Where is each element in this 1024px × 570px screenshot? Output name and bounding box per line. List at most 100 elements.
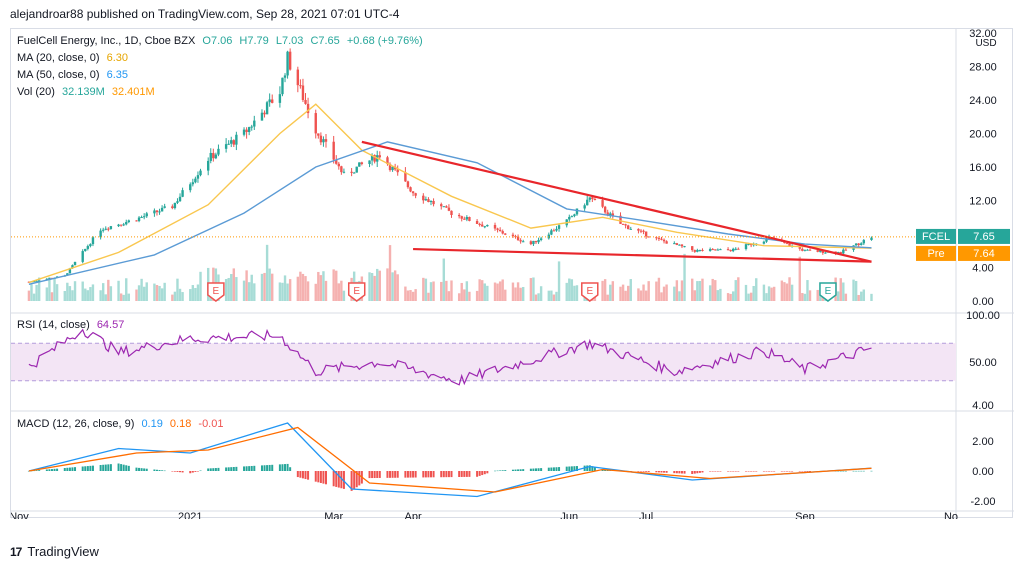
macd-histogram-bar: [179, 471, 182, 473]
candle-body: [340, 166, 343, 173]
published-line: alejandroar88 published on TradingView.c…: [10, 7, 400, 21]
candle-body: [714, 249, 717, 251]
candle-body: [698, 249, 702, 251]
volume-bar: [639, 290, 643, 301]
macd-histogram-bar: [716, 471, 719, 472]
candle-body: [158, 211, 161, 213]
macd-histogram-bar: [785, 471, 788, 472]
candle-body: [611, 213, 615, 216]
volume-bar: [432, 281, 435, 301]
candle-body: [232, 140, 236, 145]
macd-histogram-bar: [768, 471, 771, 472]
change-value: +0.68 (+9.76%): [346, 35, 423, 47]
volume-bar: [603, 279, 607, 301]
candle-body: [729, 249, 732, 252]
macd-histogram-bar: [445, 471, 448, 478]
candle-body: [816, 250, 819, 252]
volume-bar: [235, 277, 238, 301]
volume-bar: [71, 290, 74, 301]
macd-histogram-bar: [788, 471, 791, 472]
volume-bar: [125, 278, 128, 301]
earnings-label: E: [213, 286, 220, 297]
rsi-pane: [11, 328, 956, 386]
volume-bar: [391, 272, 394, 301]
macd-histogram-bar: [663, 471, 666, 473]
volume-bar: [283, 275, 287, 301]
volume-bar: [772, 286, 776, 301]
volume-bar: [719, 288, 722, 301]
macd-histogram-bar: [709, 471, 712, 472]
macd-histogram-bar: [278, 464, 281, 471]
candle-body: [629, 228, 632, 230]
candle-body: [378, 155, 381, 158]
macd-histogram-bar: [478, 471, 481, 476]
candle-body: [342, 171, 346, 173]
volume-bar: [737, 277, 740, 301]
macd-histogram-bar: [138, 467, 141, 471]
volume-bar: [806, 280, 809, 301]
volume-bar: [278, 282, 282, 301]
candle-body: [557, 225, 561, 229]
volume-bar: [516, 282, 520, 301]
volume-legend: Vol (20) 32.139M 32.401M: [17, 86, 159, 98]
macd-histogram-bar: [481, 471, 484, 476]
candle-body: [516, 236, 520, 241]
macd-histogram-bar: [732, 471, 735, 472]
candle-body: [603, 206, 607, 213]
candle-body: [230, 140, 233, 144]
candle-body: [265, 102, 269, 115]
macd-histogram-bar: [281, 464, 284, 471]
volume-bar: [245, 270, 248, 301]
volume-bar: [68, 286, 72, 301]
candle-body: [655, 237, 658, 239]
macd-histogram-bar: [120, 464, 123, 471]
macd-histogram-bar: [284, 464, 287, 471]
macd-histogram-bar: [99, 465, 102, 471]
candle-body: [468, 216, 471, 221]
candle-body: [801, 248, 804, 251]
last-symbol-badge: [916, 228, 956, 244]
candle-body: [358, 162, 361, 167]
volume-bar: [747, 293, 750, 301]
macd-histogram-bar: [104, 464, 107, 471]
candle-body: [662, 239, 666, 242]
macd-histogram-bar: [568, 466, 571, 471]
macd-histogram-bar: [91, 465, 94, 471]
macd-histogram-bar: [430, 471, 432, 478]
trendline-lower: [413, 247, 872, 263]
macd-histogram-bar: [143, 468, 146, 471]
candle-body: [173, 202, 177, 209]
candle-body: [744, 244, 748, 250]
volume-bar: [171, 294, 174, 301]
volume-bar: [798, 256, 801, 301]
volume-bar: [178, 288, 182, 301]
macd-histogram-bar: [332, 471, 335, 487]
candle-body: [504, 233, 507, 235]
volume-bar: [99, 290, 102, 301]
volume-bar: [242, 280, 246, 301]
volume-bar: [424, 278, 428, 301]
candle-body: [862, 240, 866, 244]
macd-histogram-bar: [540, 468, 543, 471]
volume-bar: [440, 281, 443, 301]
volume-bar: [250, 274, 253, 301]
macd-histogram-bar: [125, 465, 128, 471]
macd-histogram-bar: [342, 471, 345, 489]
volume-bar: [322, 271, 325, 301]
candle-body: [647, 236, 650, 238]
macd-histogram-bar: [368, 471, 371, 479]
volume-bar: [404, 286, 407, 301]
candle-body: [550, 230, 553, 235]
volume-bar: [752, 286, 755, 301]
volume-bar: [606, 294, 609, 301]
candle-body: [573, 214, 576, 217]
macd-histogram-bar: [53, 468, 56, 471]
candle-body: [432, 200, 435, 205]
volume-bar: [158, 285, 161, 301]
volume-bar: [406, 290, 410, 301]
macd-histogram-bar: [107, 464, 110, 471]
volume-bar: [693, 290, 696, 301]
footer-brand[interactable]: TradingView: [27, 544, 99, 559]
